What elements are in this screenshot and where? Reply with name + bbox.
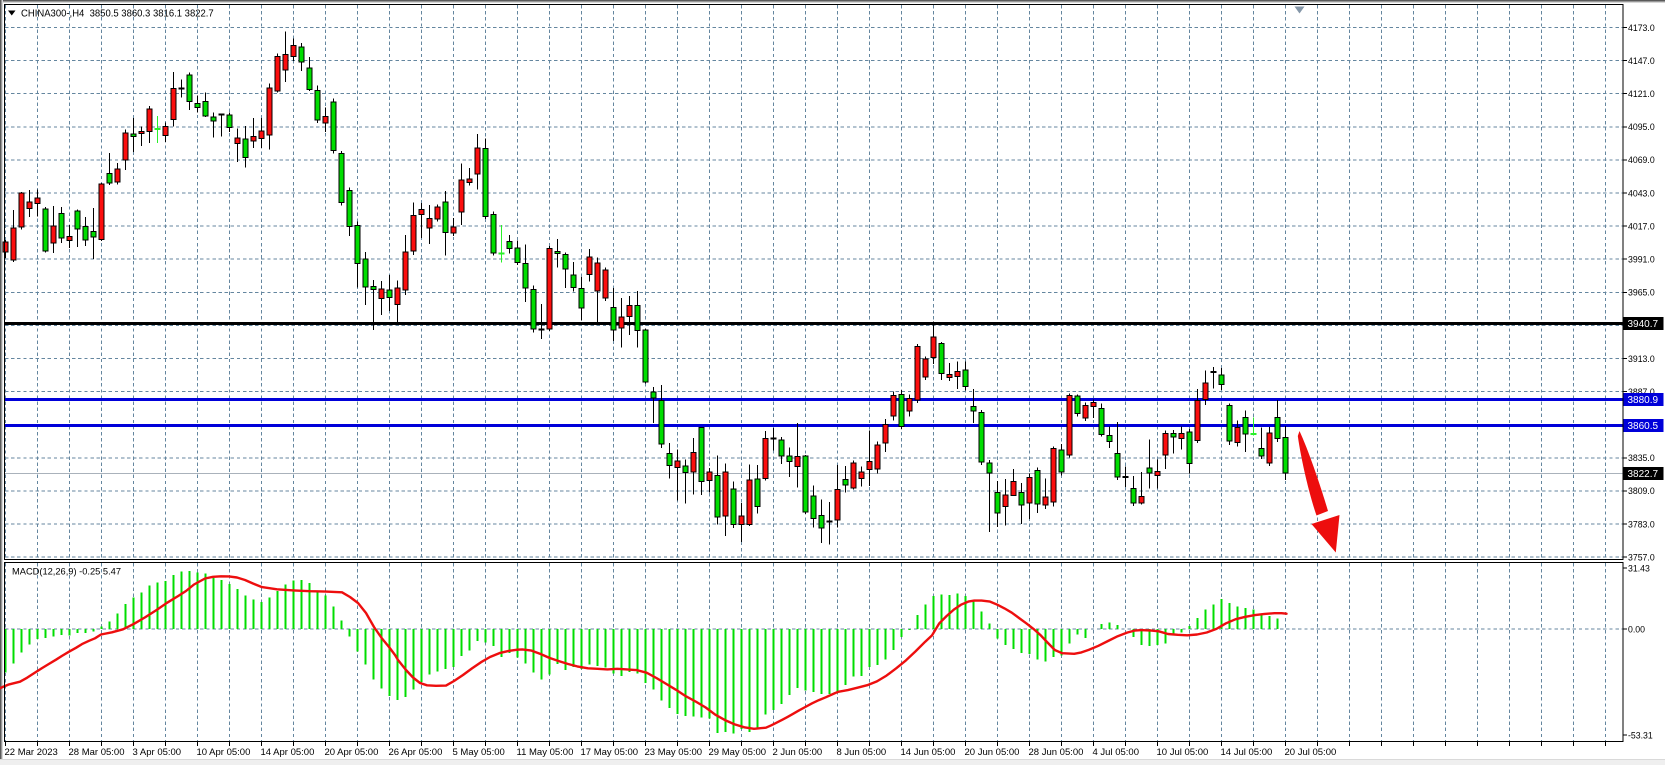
svg-text:4069.0: 4069.0 xyxy=(1628,155,1655,165)
svg-text:3809.0: 3809.0 xyxy=(1628,486,1655,496)
svg-text:4017.0: 4017.0 xyxy=(1628,221,1655,231)
svg-text:3991.0: 3991.0 xyxy=(1628,254,1655,264)
svg-text:10 Jul 05:00: 10 Jul 05:00 xyxy=(1157,747,1209,758)
svg-text:-53.31: -53.31 xyxy=(1628,730,1653,740)
svg-text:3880.9: 3880.9 xyxy=(1628,395,1659,406)
svg-text:14 Apr 05:00: 14 Apr 05:00 xyxy=(261,747,315,758)
svg-text:28 Jun 05:00: 28 Jun 05:00 xyxy=(1029,747,1084,758)
svg-text:14 Jul 05:00: 14 Jul 05:00 xyxy=(1221,747,1273,758)
svg-text:4 Jul 05:00: 4 Jul 05:00 xyxy=(1093,747,1139,758)
svg-text:20 Jun 05:00: 20 Jun 05:00 xyxy=(965,747,1020,758)
svg-text:3783.0: 3783.0 xyxy=(1628,519,1655,529)
svg-text:3913.0: 3913.0 xyxy=(1628,353,1655,363)
svg-text:8 Jun 05:00: 8 Jun 05:00 xyxy=(837,747,887,758)
svg-text:4043.0: 4043.0 xyxy=(1628,188,1655,198)
svg-text:23 May 05:00: 23 May 05:00 xyxy=(645,747,703,758)
svg-text:28 Mar 05:00: 28 Mar 05:00 xyxy=(69,747,125,758)
svg-text:31.43: 31.43 xyxy=(1628,563,1650,573)
svg-text:3887.0: 3887.0 xyxy=(1628,387,1655,397)
svg-text:4173.0: 4173.0 xyxy=(1628,22,1655,32)
svg-text:11 May 05:00: 11 May 05:00 xyxy=(517,747,574,758)
svg-text:4147.0: 4147.0 xyxy=(1628,56,1655,66)
svg-text:0.00: 0.00 xyxy=(1628,624,1645,634)
svg-text:3965.0: 3965.0 xyxy=(1628,287,1655,297)
svg-text:20 Jul 05:00: 20 Jul 05:00 xyxy=(1285,747,1337,758)
svg-text:20 Apr 05:00: 20 Apr 05:00 xyxy=(325,747,379,758)
svg-text:29 May 05:00: 29 May 05:00 xyxy=(709,747,767,758)
svg-text:3940.7: 3940.7 xyxy=(1628,319,1659,330)
svg-text:4121.0: 4121.0 xyxy=(1628,89,1655,99)
svg-text:3835.0: 3835.0 xyxy=(1628,453,1655,463)
svg-text:2 Jun 05:00: 2 Jun 05:00 xyxy=(773,747,823,758)
svg-text:22 Mar 2023: 22 Mar 2023 xyxy=(5,747,58,758)
svg-text:5 May 05:00: 5 May 05:00 xyxy=(453,747,505,758)
svg-text:26 Apr 05:00: 26 Apr 05:00 xyxy=(389,747,443,758)
svg-text:3860.5: 3860.5 xyxy=(1628,421,1659,432)
svg-text:MACD(12,26,9) -0.25 5.47: MACD(12,26,9) -0.25 5.47 xyxy=(12,565,121,576)
svg-text:17 May 05:00: 17 May 05:00 xyxy=(581,747,639,758)
svg-text:3757.0: 3757.0 xyxy=(1628,552,1655,562)
svg-text:14 Jun 05:00: 14 Jun 05:00 xyxy=(901,747,956,758)
svg-text:CHINA300-,H4 3850.5 3860.3 38: CHINA300-,H4 3850.5 3860.3 3816.1 3822.7 xyxy=(21,8,214,19)
svg-text:3822.7: 3822.7 xyxy=(1628,469,1659,480)
svg-text:3 Apr 05:00: 3 Apr 05:00 xyxy=(133,747,182,758)
svg-text:4095.0: 4095.0 xyxy=(1628,122,1655,132)
svg-text:10 Apr 05:00: 10 Apr 05:00 xyxy=(197,747,251,758)
